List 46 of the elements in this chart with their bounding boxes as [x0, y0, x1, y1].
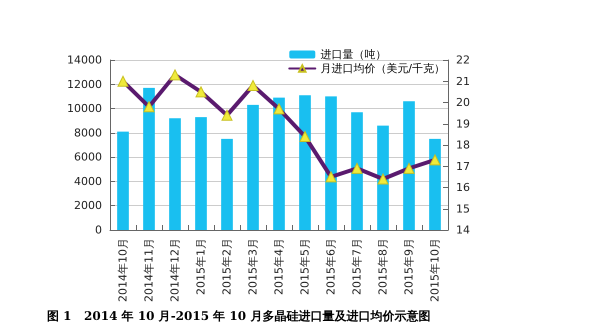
- y-tick-label: 14000: [67, 54, 102, 66]
- bar: [273, 98, 285, 230]
- x-tick-label: 2015年3月: [246, 238, 260, 295]
- bar: [377, 126, 389, 230]
- x-tick-label: 2015年9月: [402, 238, 416, 295]
- x-tick-label: 2014年11月: [142, 238, 156, 302]
- y2-tick-label: 22: [456, 54, 470, 66]
- bar: [299, 95, 311, 230]
- y-tick-label: 6000: [74, 150, 102, 164]
- x-tick-label: 2015年2月: [220, 238, 234, 295]
- y2-tick-label: 17: [456, 160, 470, 173]
- y2-tick-label: 15: [456, 202, 470, 216]
- bar: [169, 118, 181, 230]
- bar: [403, 101, 415, 230]
- y-tick-label: 4000: [74, 174, 102, 188]
- bar: [429, 138, 441, 230]
- y2-tick-label: 20: [456, 96, 470, 109]
- legend-label: 月进口均价（美元/千克）: [320, 62, 446, 75]
- x-tick-label: 2014年10月: [116, 238, 130, 302]
- x-tick-label: 2015年10月: [428, 238, 442, 302]
- y2-tick-label: 19: [456, 117, 470, 130]
- legend-label: 进口量（吨）: [320, 48, 386, 61]
- bar: [325, 96, 337, 230]
- y-tick-label: 8000: [74, 126, 102, 140]
- bar: [221, 138, 233, 230]
- x-tick-label: 2015年8月: [376, 238, 390, 295]
- x-tick-label: 2015年5月: [298, 238, 312, 295]
- y-tick-label: 2000: [74, 199, 102, 212]
- y2-tick-label: 14: [456, 224, 470, 236]
- bar: [195, 117, 207, 230]
- bar: [247, 104, 259, 230]
- x-tick-label: 2014年12月: [168, 238, 182, 302]
- y2-tick-label: 16: [456, 181, 470, 194]
- x-tick-label: 2015年4月: [272, 238, 286, 295]
- y-tick-label: 10000: [67, 102, 102, 116]
- y-tick-label: 12000: [67, 78, 102, 91]
- y2-tick-label: 21: [456, 74, 470, 88]
- y2-tick-label: 18: [456, 138, 470, 152]
- y-tick-label: 0: [95, 224, 102, 236]
- bar: [143, 88, 155, 230]
- x-tick-label: 2015年6月: [324, 238, 338, 295]
- bar: [117, 132, 129, 230]
- text: 图 1 2014 年 10 月-2015 年 10 月多晶硅进口量及进口均价示意图: [47, 309, 430, 323]
- x-tick-label: 2015年1月: [194, 238, 208, 295]
- x-tick-label: 2015年7月: [350, 238, 364, 295]
- bar: [351, 112, 363, 230]
